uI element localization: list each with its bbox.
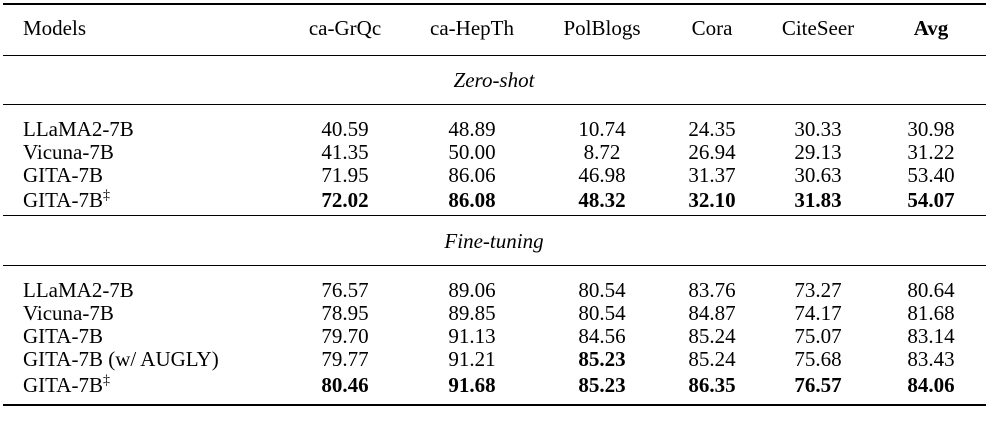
model-name: GITA-7B (w/ AUGLY): [23, 347, 219, 371]
value-cell: 29.13: [794, 140, 842, 164]
value-cell: 85.24: [688, 324, 736, 348]
value-cell: 80.46: [321, 373, 369, 397]
value-cell: 31.22: [907, 140, 955, 164]
value-cell: 71.95: [321, 163, 369, 187]
model-text: GITA-7B: [23, 188, 103, 212]
value-cell: 83.14: [907, 324, 955, 348]
value-cell: 76.57: [794, 373, 842, 397]
header-cell: ca-GrQc: [308, 16, 382, 40]
rule: [3, 3, 986, 5]
value-cell: 26.94: [688, 140, 736, 164]
value-cell: 83.76: [688, 278, 736, 302]
rule: [3, 104, 986, 105]
value-cell: 79.77: [321, 347, 369, 371]
model-name: LLaMA2-7B: [23, 117, 134, 141]
value-cell: 84.56: [578, 324, 626, 348]
value-cell: 32.10: [688, 188, 736, 212]
model-text: GITA-7B: [23, 163, 103, 187]
model-name: GITA-7B: [23, 324, 103, 348]
value-cell: 24.35: [688, 117, 736, 141]
value-cell: 75.07: [794, 324, 842, 348]
value-cell: 74.17: [794, 301, 842, 325]
value-cell: 79.70: [321, 324, 369, 348]
value-cell: 83.43: [907, 347, 955, 371]
model-name: GITA-7B‡: [23, 188, 110, 212]
rule: [3, 55, 986, 56]
value-cell: 46.98: [578, 163, 626, 187]
value-cell: 75.68: [794, 347, 842, 371]
value-cell: 85.24: [688, 347, 736, 371]
value-cell: 31.83: [794, 188, 842, 212]
header-cell: Models: [23, 16, 86, 40]
model-text: Vicuna-7B: [23, 301, 114, 325]
value-cell: 73.27: [794, 278, 842, 302]
value-cell: 91.13: [448, 324, 496, 348]
header-cell: Cora: [691, 16, 733, 40]
value-cell: 10.74: [578, 117, 626, 141]
value-cell: 86.35: [688, 373, 736, 397]
value-cell: 86.06: [448, 163, 496, 187]
value-cell: 40.59: [321, 117, 369, 141]
value-cell: 54.07: [907, 188, 955, 212]
rule: [3, 404, 986, 406]
value-cell: 31.37: [688, 163, 736, 187]
value-cell: 89.06: [448, 278, 496, 302]
value-cell: 85.23: [578, 347, 626, 371]
value-cell: 81.68: [907, 301, 955, 325]
value-cell: 41.35: [321, 140, 369, 164]
value-cell: 86.08: [448, 188, 496, 212]
model-name: LLaMA2-7B: [23, 278, 134, 302]
rule: [3, 215, 986, 216]
model-text: GITA-7B: [23, 324, 103, 348]
header-cell: Avg: [913, 16, 949, 40]
value-cell: 89.85: [448, 301, 496, 325]
value-cell: 50.00: [448, 140, 496, 164]
value-cell: 80.64: [907, 278, 955, 302]
model-name: Vicuna-7B: [23, 301, 114, 325]
value-cell: 80.54: [578, 278, 626, 302]
header-cell: ca-HepTh: [430, 16, 514, 40]
value-cell: 78.95: [321, 301, 369, 325]
value-cell: 91.21: [448, 347, 496, 371]
rule: [3, 265, 986, 266]
header-cell: PolBlogs: [563, 16, 641, 40]
value-cell: 84.06: [907, 373, 955, 397]
value-cell: 80.54: [578, 301, 626, 325]
model-name: GITA-7B: [23, 163, 103, 187]
value-cell: 84.87: [688, 301, 736, 325]
value-cell: 72.02: [321, 188, 369, 212]
value-cell: 85.23: [578, 373, 626, 397]
model-text: GITA-7B: [23, 373, 103, 397]
model-name: Vicuna-7B: [23, 140, 114, 164]
value-cell: 8.72: [583, 140, 621, 164]
model-text: GITA-7B (w/ AUGLY): [23, 347, 219, 371]
model-text: LLaMA2-7B: [23, 117, 134, 141]
header-cell: CiteSeer: [781, 16, 855, 40]
value-cell: 53.40: [907, 163, 955, 187]
value-cell: 91.68: [448, 373, 496, 397]
value-cell: 48.32: [578, 188, 626, 212]
section-title: Fine-tuning: [444, 229, 544, 253]
value-cell: 30.98: [907, 117, 955, 141]
superscript: ‡: [102, 188, 110, 203]
value-cell: 30.33: [794, 117, 842, 141]
value-cell: 30.63: [794, 163, 842, 187]
model-name: GITA-7B‡: [23, 373, 110, 397]
model-text: Vicuna-7B: [23, 140, 114, 164]
superscript: ‡: [102, 373, 110, 388]
value-cell: 48.89: [448, 117, 496, 141]
section-title: Zero-shot: [453, 68, 535, 92]
value-cell: 76.57: [321, 278, 369, 302]
model-text: LLaMA2-7B: [23, 278, 134, 302]
